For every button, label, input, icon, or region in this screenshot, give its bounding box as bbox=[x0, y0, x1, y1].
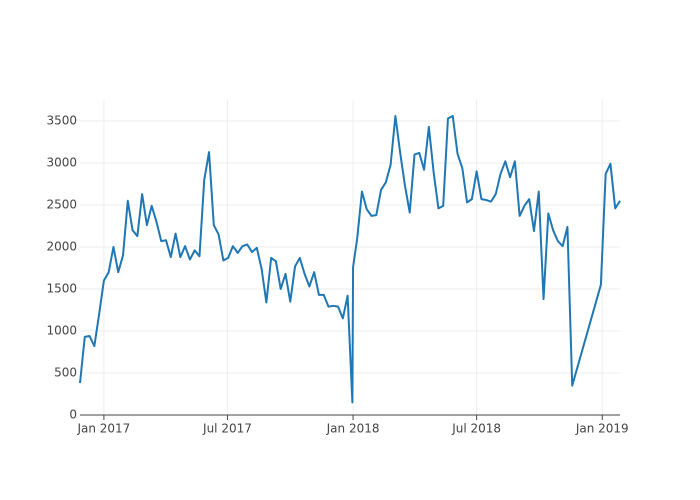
x-tick-label: Jan 2018 bbox=[326, 422, 380, 436]
x-tick-label: Jan 2017 bbox=[76, 422, 130, 436]
y-tick-label: 0 bbox=[69, 408, 77, 422]
line-series bbox=[79, 114, 621, 404]
y-tick-label: 2000 bbox=[46, 240, 77, 254]
y-tick-label: 2500 bbox=[46, 198, 77, 212]
y-tick-label: 3500 bbox=[46, 114, 77, 128]
x-tick-label: Jul 2018 bbox=[451, 422, 501, 436]
y-tick-label: 1500 bbox=[46, 282, 77, 296]
x-tick-label: Jul 2017 bbox=[202, 422, 252, 436]
y-tick-label: 500 bbox=[54, 366, 77, 380]
x-tick-label: Jan 2019 bbox=[575, 422, 629, 436]
y-tick-label: 1000 bbox=[46, 324, 77, 338]
y-tick-label: 3000 bbox=[46, 156, 77, 170]
